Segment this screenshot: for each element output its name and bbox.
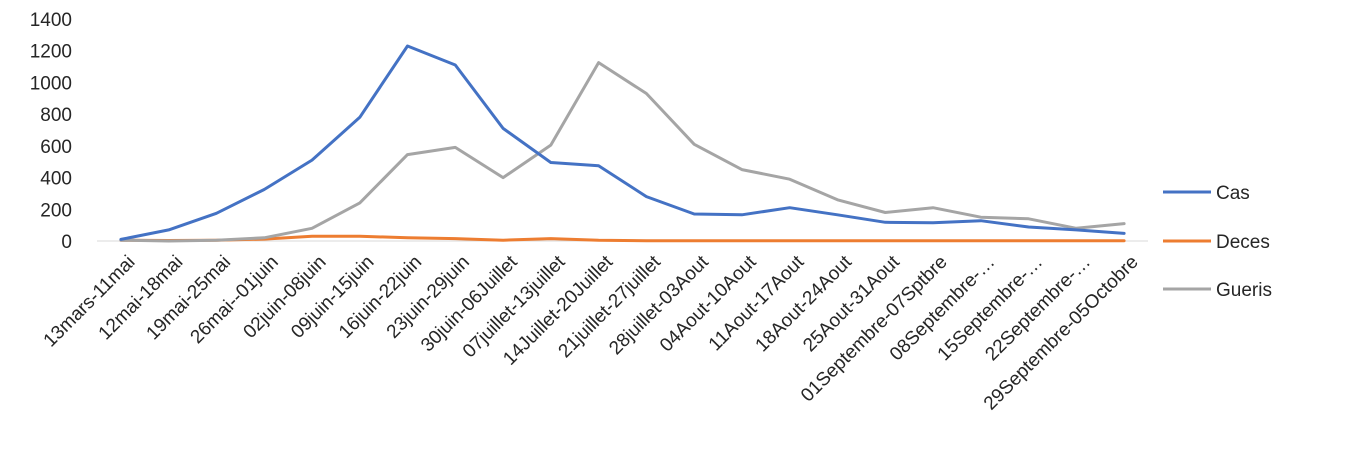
y-tick-label: 1400 bbox=[30, 10, 72, 31]
legend-label-gueris: Gueris bbox=[1216, 280, 1272, 301]
legend-label-deces: Deces bbox=[1216, 232, 1270, 253]
series-line-gueris bbox=[119, 61, 1126, 243]
y-tick-label: 0 bbox=[61, 232, 72, 253]
y-tick-label: 1200 bbox=[30, 42, 72, 63]
y-tick-label: 1000 bbox=[30, 73, 72, 94]
series-line-deces bbox=[119, 234, 1126, 243]
legend: Cas Deces Gueris bbox=[1163, 183, 1272, 301]
series-layer bbox=[119, 44, 1126, 243]
y-tick-label: 600 bbox=[40, 137, 72, 158]
y-tick-label: 400 bbox=[40, 169, 72, 190]
series-line-cas bbox=[119, 44, 1126, 241]
y-axis: 0 200 400 600 800 1000 1200 1400 bbox=[30, 10, 72, 253]
y-tick-label: 200 bbox=[40, 200, 72, 221]
y-tick-label: 800 bbox=[40, 105, 72, 126]
legend-label-cas: Cas bbox=[1216, 183, 1250, 204]
x-axis: 13mars-11mai12mai-18mai19mai-25mai26mai-… bbox=[40, 240, 1148, 414]
